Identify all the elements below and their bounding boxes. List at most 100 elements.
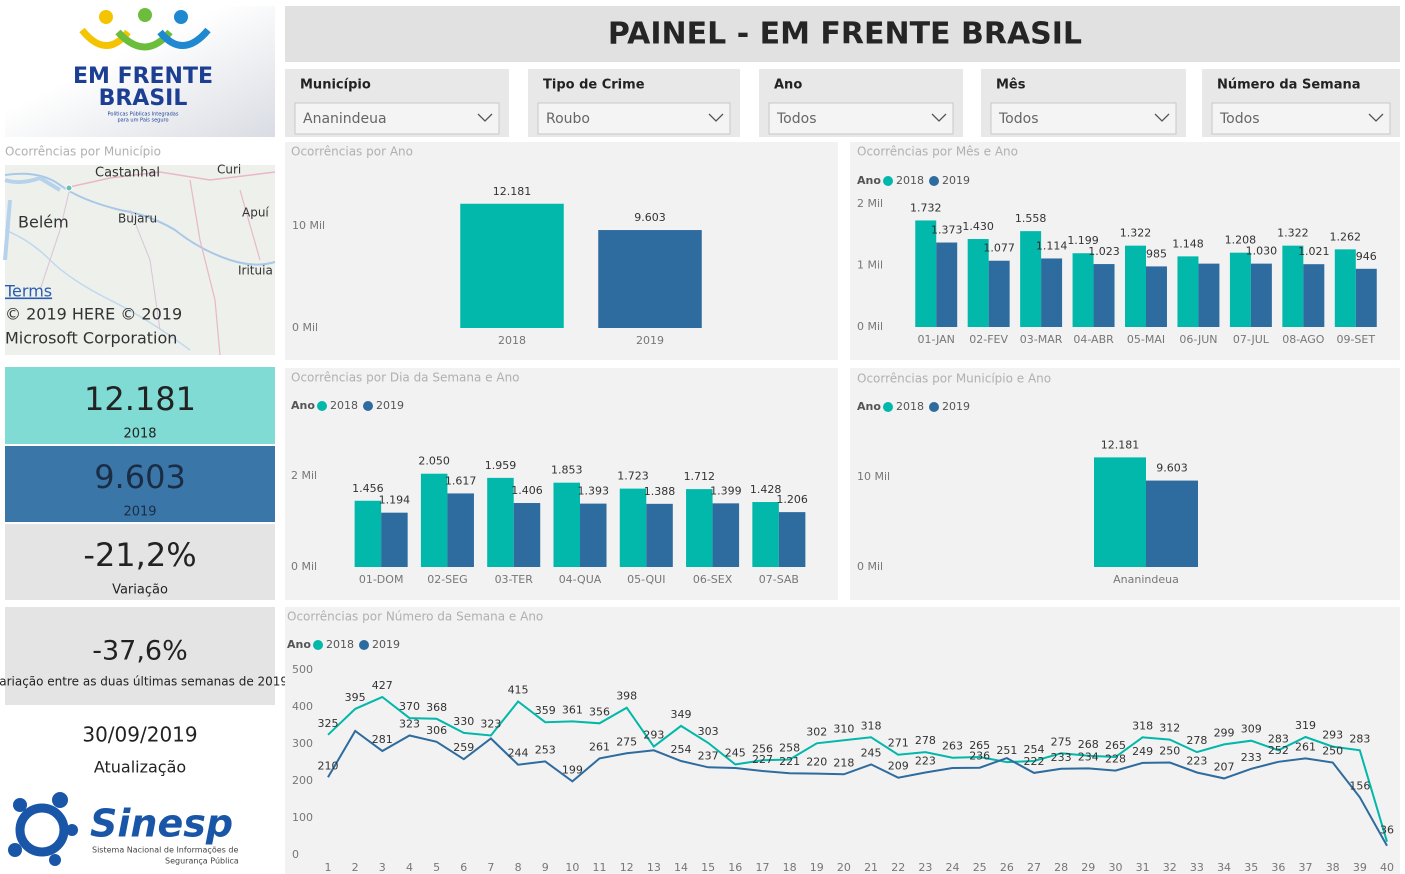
x-tick-label: 9 <box>542 861 549 874</box>
sinesp-subtitle: Sistema Nacional de Informações de <box>92 846 238 855</box>
value-label: 303 <box>698 725 719 738</box>
value-label: 254 <box>671 743 692 756</box>
logo-panel <box>5 6 275 137</box>
bar <box>381 512 408 567</box>
kpi-label: Variação entre as duas últimas semanas d… <box>0 675 288 689</box>
bar <box>1094 457 1146 567</box>
legend-label: 2019 <box>942 174 970 187</box>
value-label: 245 <box>861 746 882 759</box>
value-label: 1.388 <box>644 485 676 498</box>
bar <box>915 220 937 327</box>
x-tick-label: 1 <box>325 861 332 874</box>
value-label: 1.322 <box>1120 227 1152 240</box>
value-label: 256 <box>752 742 773 755</box>
bar <box>1177 256 1199 327</box>
x-tick-label: 8 <box>515 861 522 874</box>
x-tick-label: 06-SEX <box>693 573 733 586</box>
value-label: 210 <box>318 759 339 772</box>
filter-label: Ano <box>774 78 802 93</box>
filter-dropdown[interactable] <box>990 102 1177 135</box>
legend-swatch <box>313 640 323 650</box>
bar <box>580 503 607 567</box>
line <box>327 695 1388 842</box>
value-label: 1.393 <box>578 485 610 498</box>
sinesp-subtitle: Segurança Pública <box>165 857 239 866</box>
x-tick-label: 03-TER <box>495 573 534 586</box>
x-tick-label: 40 <box>1380 861 1394 874</box>
value-label: 361 <box>562 703 583 716</box>
value-label: 427 <box>372 679 393 692</box>
sinesp-name: Sinesp <box>90 802 233 846</box>
value-label: 253 <box>535 743 556 756</box>
dropdown-chevron <box>1154 113 1170 122</box>
dropdown-chevron <box>931 113 947 122</box>
filter-dropdown[interactable] <box>1211 102 1391 135</box>
x-tick-label: 24 <box>946 861 960 874</box>
x-tick-label: Ananindeua <box>1113 573 1179 586</box>
filter-label: Município <box>300 78 371 93</box>
x-tick-label: 4 <box>406 861 413 874</box>
x-tick-label: 01-DOM <box>359 573 404 586</box>
bar <box>1093 264 1115 327</box>
map-place: Irituia <box>238 264 273 278</box>
kpi-card <box>5 524 275 600</box>
x-tick-label: 5 <box>433 861 440 874</box>
value-label: 275 <box>616 735 637 748</box>
value-label: 36 <box>1380 824 1394 837</box>
legend-label: 2018 <box>896 174 924 187</box>
bar <box>686 489 713 567</box>
filter-dropdown[interactable] <box>768 102 954 135</box>
value-label: 223 <box>1186 754 1207 767</box>
x-tick-label: 11 <box>593 861 607 874</box>
kpi-label: 2018 <box>123 427 156 442</box>
logo-line1: EM FRENTE <box>73 64 213 89</box>
x-tick-label: 02-FEV <box>969 333 1008 346</box>
value-label: 261 <box>589 740 610 753</box>
bar <box>1146 480 1198 567</box>
kpi-value: -37,6% <box>92 636 188 667</box>
value-label: 318 <box>1132 719 1153 732</box>
panel-title: Ocorrências por Ano <box>291 145 413 159</box>
x-tick-label: 07-SAB <box>759 573 799 586</box>
map-copyright: Microsoft Corporation <box>5 329 177 348</box>
x-tick-label: 01-JAN <box>918 333 955 346</box>
value-label: 1.456 <box>352 482 384 495</box>
value-label: 323 <box>480 717 501 730</box>
value-label: 310 <box>833 722 854 735</box>
y-tick-label: 0 Mil <box>857 560 883 573</box>
legend-label: 2018 <box>326 638 354 651</box>
filter-value: Todos <box>776 111 816 127</box>
filter-label: Tipo de Crime <box>543 78 645 93</box>
value-label: 250 <box>1322 745 1343 758</box>
x-tick-label: 20 <box>837 861 851 874</box>
logo-tagline: Políticas Públicas Integradas <box>108 111 179 118</box>
kpi-value: -21,2% <box>83 536 196 574</box>
value-label: 12.181 <box>493 185 532 198</box>
x-tick-label: 36 <box>1271 861 1285 874</box>
map-terms[interactable]: Terms <box>4 282 52 301</box>
filter-dropdown[interactable] <box>537 102 731 135</box>
legend-swatch <box>883 176 893 186</box>
kpi-card <box>5 607 275 705</box>
filter-dropdown[interactable] <box>294 102 500 135</box>
x-tick-label: 09-SET <box>1336 333 1375 346</box>
value-label: 318 <box>861 719 882 732</box>
bar <box>967 239 989 327</box>
value-label: 236 <box>969 750 990 763</box>
x-tick-label: 22 <box>891 861 905 874</box>
value-label: 281 <box>372 733 393 746</box>
x-tick-label: 34 <box>1217 861 1231 874</box>
value-label: 1.406 <box>511 484 543 497</box>
value-label: 1.206 <box>776 493 808 506</box>
value-label: 1.712 <box>684 470 716 483</box>
legend-swatch <box>359 640 369 650</box>
value-label: 293 <box>1322 729 1343 742</box>
map-title: Ocorrências por Município <box>5 145 161 159</box>
x-tick-label: 2018 <box>498 334 526 347</box>
map-area <box>5 165 275 355</box>
value-label: 293 <box>643 729 664 742</box>
bar <box>1146 266 1167 327</box>
sinesp-emblem <box>8 792 78 866</box>
kpi-card <box>5 446 275 522</box>
